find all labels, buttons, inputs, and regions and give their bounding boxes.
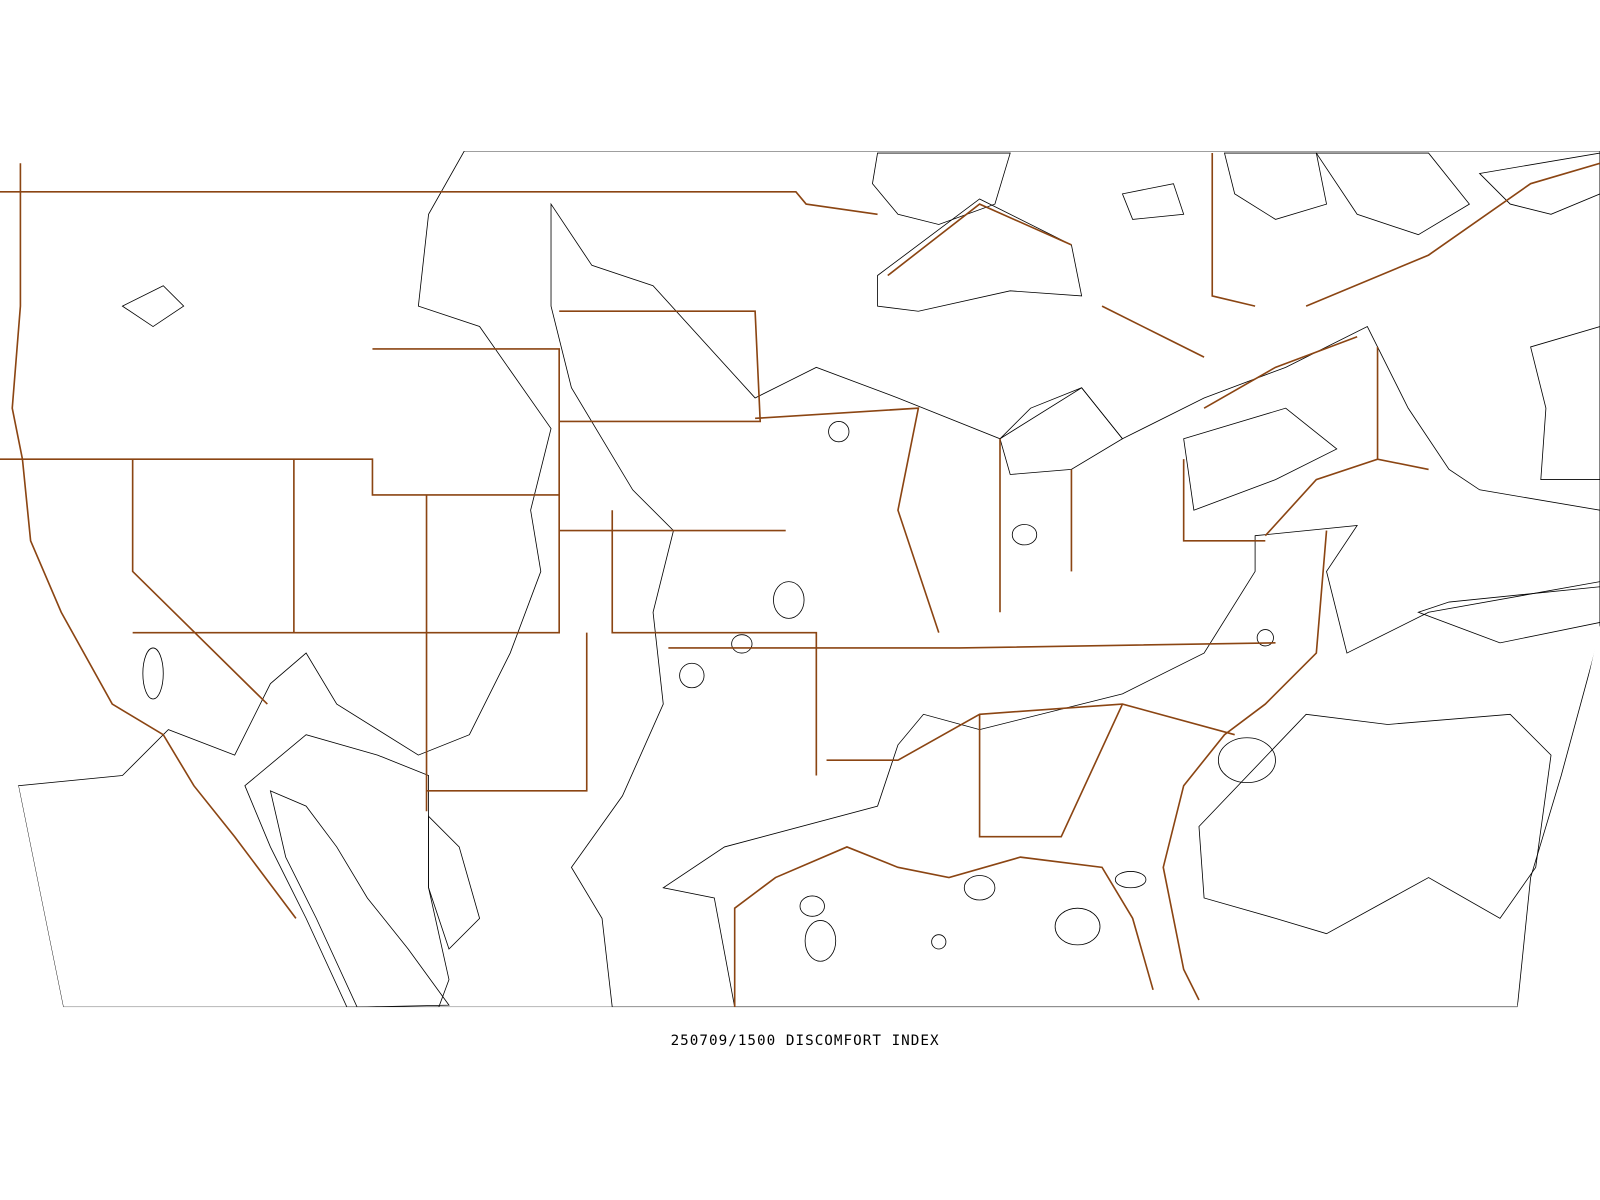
white-patch: [1315, 152, 1470, 236]
green-zone: [999, 387, 1124, 475]
orange-zone: [662, 525, 1600, 1008]
white-patch: [872, 152, 1011, 225]
orange-zone: [269, 790, 450, 1008]
green-zone: [679, 662, 705, 689]
white-patch: [1223, 152, 1328, 220]
yellow-zone: [1256, 629, 1274, 647]
yellow-zone: [963, 875, 996, 901]
white-patch: [1121, 183, 1185, 220]
orange-zone: [773, 581, 805, 619]
orange-zone: [731, 634, 753, 654]
map-background: [0, 151, 1600, 1008]
white-patch: [877, 198, 1083, 312]
white-patch: [1530, 325, 1600, 480]
yellow-zone: [799, 895, 825, 917]
green-zone: [828, 421, 850, 443]
map-caption: 250709/1500 DISCOMFORT INDEX: [671, 1033, 940, 1049]
map: [0, 151, 1600, 1008]
boundaries: [0, 153, 1600, 1008]
green-zone: [121, 285, 185, 328]
yellow-zone: [1417, 586, 1600, 644]
yellow-zone: [244, 734, 450, 1008]
yellow-zone: [1217, 737, 1276, 784]
yellow-zone: [550, 202, 1600, 1008]
yellow-zone: [1114, 871, 1147, 889]
green-zone: [1183, 407, 1338, 511]
yellow-zone: [1054, 907, 1101, 946]
yellow-zone: [1198, 713, 1552, 935]
white-patch: [1478, 152, 1600, 215]
green-zone: [1011, 524, 1038, 546]
green-zone: [142, 647, 164, 700]
red-zone: [931, 934, 947, 950]
green-zone: [17, 151, 1600, 1008]
yellow-zone: [804, 920, 837, 962]
